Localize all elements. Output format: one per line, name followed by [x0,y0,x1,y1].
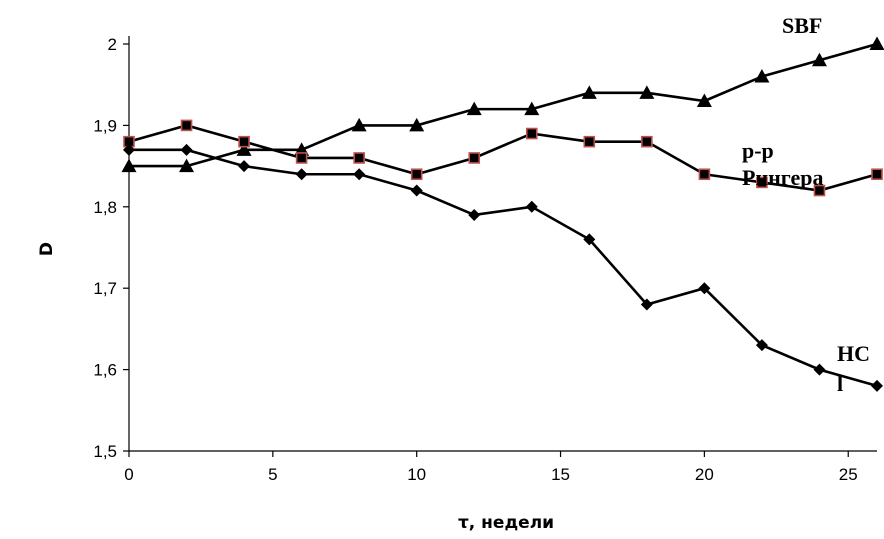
series-label: Рингера [742,165,824,190]
series-line [129,42,878,168]
x-tick-label: 20 [695,465,714,484]
y-tick-label: 1,7 [93,279,117,298]
series-line [128,124,878,192]
data-point [813,363,826,376]
x-axis-title: τ, недели [458,513,554,533]
data-point [813,184,826,197]
y-axis-title: D [37,242,57,256]
data-point [639,85,655,99]
data-point [696,93,712,107]
data-point [353,152,365,164]
x-tick-label: 25 [839,465,858,484]
data-point [121,158,137,173]
data-point [123,143,135,156]
data-point [698,282,711,295]
data-point [409,117,425,132]
data-point [468,152,481,164]
data-point [869,36,884,50]
y-axis-ticks: 1,5 1,6 1,7 1,8 1,9 2 [93,35,129,461]
data-point [351,117,367,132]
data-point [353,168,366,181]
data-point [583,135,596,148]
data-point [755,339,768,352]
data-point [524,101,540,116]
data-point [236,142,252,156]
data-point [640,298,653,311]
y-tick-label: 1,9 [93,116,117,135]
series-1 [121,36,884,173]
data-point [180,119,193,132]
data-point [871,168,883,181]
data-point [754,69,770,83]
data-point [295,168,308,181]
series-line [129,148,878,388]
series-2 [123,119,883,197]
data-point [811,52,827,67]
data-point [238,135,250,148]
data-point [698,168,711,181]
axes [128,36,877,452]
y-tick-label: 1,8 [93,198,117,217]
series-label: р-р [742,138,774,163]
x-axis-ticks: 0 5 10 15 20 25 [124,451,858,484]
y-tick-label: 2 [108,35,117,54]
data-point [756,176,768,189]
data-point [641,135,653,148]
data-point [238,160,251,173]
series-label: HC [837,341,870,366]
x-tick-label: 5 [268,465,277,484]
series-layer [121,36,884,392]
y-tick-label: 1,6 [93,361,117,380]
series-label: l [837,371,843,396]
data-point [581,85,597,99]
data-point [871,379,883,392]
data-point [180,143,193,156]
data-point [468,208,481,221]
data-point [295,152,308,164]
y-tick-label: 1,5 [93,442,117,461]
series-3 [123,143,883,392]
data-point [410,184,423,197]
x-tick-label: 10 [407,465,426,484]
series-label: SBF [782,13,822,38]
x-tick-label: 15 [551,465,570,484]
data-point [179,158,195,173]
data-point [410,168,423,181]
data-point [525,200,538,213]
data-point [583,233,596,246]
data-point [466,101,482,116]
x-tick-label: 0 [124,465,133,484]
data-point [525,127,538,140]
